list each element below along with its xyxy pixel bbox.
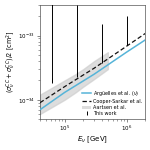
- Legend: Argüelles et al. ($\nu$), Cooper-Sarkar et al., Aartsen et al., This work: Argüelles et al. ($\nu$), Cooper-Sarkar …: [82, 88, 143, 117]
- X-axis label: $E_\nu$ [GeV]: $E_\nu$ [GeV]: [77, 135, 108, 145]
- Y-axis label: $(\sigma_\nu^{CC} + \sigma_{\bar{\nu}}^{CC})/2$ [cm$^2$]: $(\sigma_\nu^{CC} + \sigma_{\bar{\nu}}^{…: [5, 31, 18, 93]
